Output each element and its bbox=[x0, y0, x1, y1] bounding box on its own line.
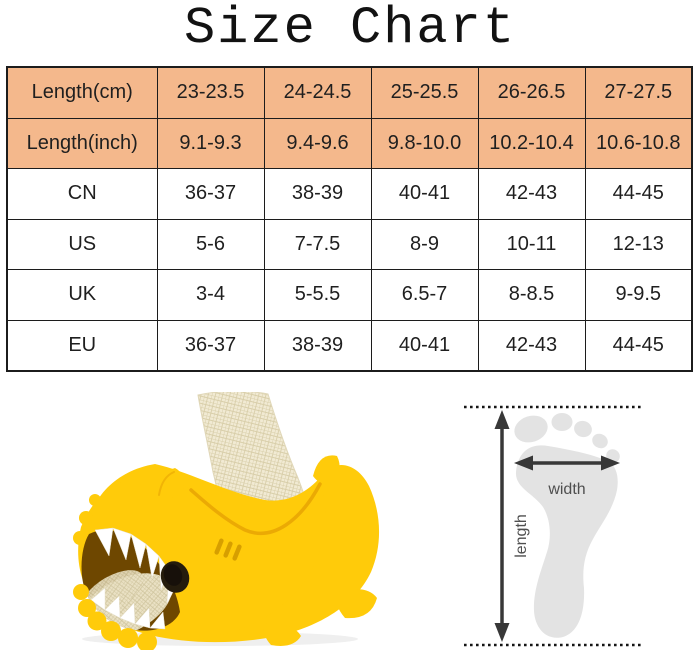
row-label-cell: Length(cm) bbox=[6, 66, 158, 119]
size-cell: 9.1-9.3 bbox=[156, 117, 265, 169]
shark-eye-icon bbox=[160, 561, 190, 593]
tail-fin-icon bbox=[336, 589, 377, 619]
size-cell: 44-45 bbox=[584, 319, 693, 372]
size-cell: 9-9.5 bbox=[584, 269, 693, 321]
table-row-cn: CN 36-37 38-39 40-41 42-43 44-45 bbox=[6, 168, 693, 220]
shark-slipper-photo bbox=[25, 392, 395, 650]
row-label-cell: UK bbox=[6, 269, 158, 321]
snout-bump bbox=[89, 494, 101, 506]
size-chart-table: Length(cm) 23-23.5 24-24.5 25-25.5 26-26… bbox=[6, 66, 693, 372]
page-title: Size Chart bbox=[183, 0, 517, 58]
snout-bump bbox=[79, 511, 93, 525]
size-cell: 8-9 bbox=[370, 218, 479, 270]
size-cell: 44-45 bbox=[584, 168, 693, 220]
row-label-cell: US bbox=[6, 218, 158, 270]
footprint bbox=[514, 413, 620, 638]
foot-diagram-svg: width length bbox=[464, 405, 642, 647]
size-cell: 38-39 bbox=[263, 168, 372, 220]
shark-slipper-illustration bbox=[73, 392, 380, 650]
table-row-length-cm: Length(cm) 23-23.5 24-24.5 25-25.5 26-26… bbox=[6, 66, 693, 119]
size-cell: 7-7.5 bbox=[263, 218, 372, 270]
left-fin-shade bbox=[158, 471, 175, 496]
snout-bump bbox=[73, 531, 87, 545]
table-row-uk: UK 3-4 5-5.5 6.5-7 8-8.5 9-9.5 bbox=[6, 269, 693, 321]
length-label: length bbox=[513, 514, 530, 558]
length-arrow bbox=[494, 410, 510, 642]
size-cell: 40-41 bbox=[370, 319, 479, 372]
size-cell: 24-24.5 bbox=[263, 66, 372, 119]
foot-measurement-diagram: width length bbox=[450, 398, 655, 650]
gills-icon bbox=[214, 538, 242, 561]
size-cell: 9.8-10.0 bbox=[370, 117, 479, 169]
size-cell: 23-23.5 bbox=[156, 66, 265, 119]
size-cell: 36-37 bbox=[156, 168, 265, 220]
size-cell: 8-8.5 bbox=[477, 269, 586, 321]
size-cell: 26-26.5 bbox=[477, 66, 586, 119]
row-label-cell: EU bbox=[6, 319, 158, 372]
row-label-cell: Length(inch) bbox=[6, 117, 158, 169]
lower-teeth bbox=[90, 587, 166, 630]
opening-rim bbox=[189, 482, 322, 536]
table-row-length-inch: Length(inch) 9.1-9.3 9.4-9.6 9.8-10.0 10… bbox=[6, 117, 693, 169]
width-label: width bbox=[547, 481, 585, 498]
size-cell: 42-43 bbox=[477, 319, 586, 372]
size-cell: 12-13 bbox=[584, 218, 693, 270]
size-cell: 5-5.5 bbox=[263, 269, 372, 321]
right-fin-icon bbox=[313, 455, 340, 485]
size-cell: 10.6-10.8 bbox=[584, 117, 693, 169]
size-cell: 10-11 bbox=[477, 218, 586, 270]
size-cell: 10.2-10.4 bbox=[477, 117, 586, 169]
upper-teeth bbox=[94, 527, 177, 605]
size-cell: 3-4 bbox=[156, 269, 265, 321]
size-cell: 42-43 bbox=[477, 168, 586, 220]
shark-mouth bbox=[81, 527, 180, 631]
size-cell: 25-25.5 bbox=[370, 66, 479, 119]
size-cell: 40-41 bbox=[370, 168, 479, 220]
size-cell: 38-39 bbox=[263, 319, 372, 372]
left-fin-icon bbox=[156, 468, 184, 499]
pectoral-fin-icon bbox=[263, 623, 301, 646]
width-arrow bbox=[514, 455, 620, 471]
table-row-eu: EU 36-37 38-39 40-41 42-43 44-45 bbox=[6, 319, 693, 372]
row-label-cell: CN bbox=[6, 168, 158, 220]
size-cell: 36-37 bbox=[156, 319, 265, 372]
size-cell: 27-27.5 bbox=[584, 66, 693, 119]
table-row-us: US 5-6 7-7.5 8-9 10-11 12-13 bbox=[6, 218, 693, 270]
size-cell: 6.5-7 bbox=[370, 269, 479, 321]
sole-scallops bbox=[73, 584, 157, 650]
size-cell: 9.4-9.6 bbox=[263, 117, 372, 169]
size-cell: 5-6 bbox=[156, 218, 265, 270]
